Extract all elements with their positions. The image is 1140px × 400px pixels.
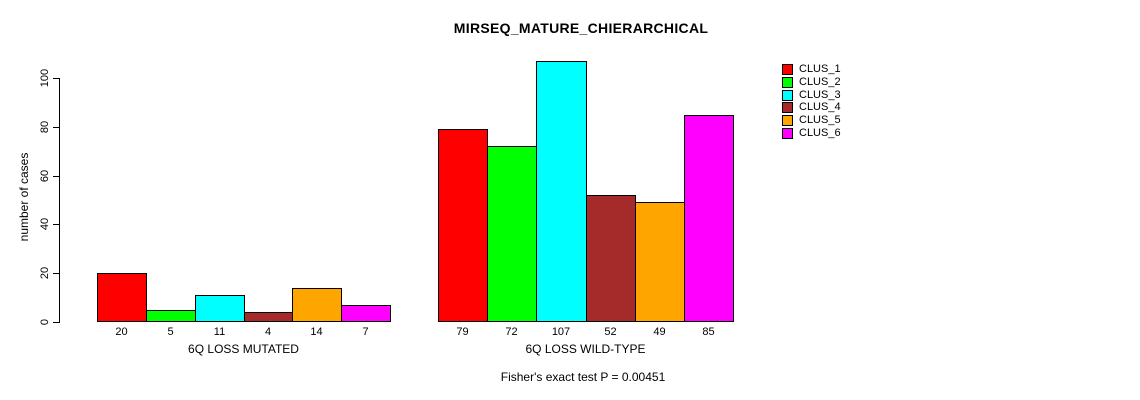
legend-swatch-clus_3 xyxy=(782,89,793,101)
bar-clus_5 xyxy=(635,202,685,322)
bar-clus_4 xyxy=(586,195,636,322)
bar-value-label: 107 xyxy=(551,326,571,338)
bar-value-label: 20 xyxy=(115,326,128,338)
legend-row: CLUS_1 xyxy=(782,63,841,75)
bar-clus_6 xyxy=(341,305,391,322)
bar-clus_2 xyxy=(146,310,196,322)
legend-row: CLUS_4 xyxy=(782,101,841,113)
bar-clus_2 xyxy=(487,146,537,322)
legend-row: CLUS_2 xyxy=(782,76,841,88)
y-axis-tick xyxy=(53,224,60,225)
y-axis-tick xyxy=(53,127,60,128)
y-axis-tick-label: 20 xyxy=(39,266,51,280)
bar-value-label: 79 xyxy=(456,326,469,338)
bar-value-label: 7 xyxy=(362,326,369,338)
annotation-text: Fisher's exact test P = 0.00451 xyxy=(500,370,666,384)
bar-value-label: 72 xyxy=(505,326,518,338)
bar-clus_3 xyxy=(536,61,587,322)
legend-label: CLUS_5 xyxy=(799,114,841,126)
bar-value-label: 49 xyxy=(653,326,666,338)
bar-value-label: 4 xyxy=(264,326,272,338)
legend-label: CLUS_6 xyxy=(799,127,841,139)
bar-value-label: 5 xyxy=(167,326,174,338)
legend-swatch-clus_1 xyxy=(782,63,793,75)
legend-label: CLUS_3 xyxy=(799,89,841,101)
legend-swatch-clus_4 xyxy=(782,101,793,113)
y-axis-tick xyxy=(53,176,60,177)
bar-clus_6 xyxy=(684,115,734,322)
bar-value-label: 14 xyxy=(310,326,323,338)
y-axis-tick xyxy=(53,273,60,274)
y-axis-tick xyxy=(53,78,60,79)
y-axis-tick-label: 80 xyxy=(39,120,51,134)
group-label: 6Q LOSS WILD-TYPE xyxy=(525,342,646,356)
bar-clus_4 xyxy=(244,312,293,322)
y-axis-line xyxy=(59,78,60,323)
bar-value-label: 11 xyxy=(213,326,226,338)
bar-value-label: 52 xyxy=(604,326,617,338)
group-label: 6Q LOSS MUTATED xyxy=(188,342,299,356)
bar-value-label: 85 xyxy=(702,326,715,338)
legend-row: CLUS_6 xyxy=(782,127,841,139)
legend: CLUS_1 CLUS_2 CLUS_3 CLUS_4 CLUS_5 CLUS_6 xyxy=(782,63,902,145)
legend-label: CLUS_2 xyxy=(799,76,841,88)
bar-clus_5 xyxy=(292,288,342,322)
legend-label: CLUS_1 xyxy=(799,63,841,75)
y-axis-tick-label: 0 xyxy=(39,318,51,326)
y-axis-tick-label: 100 xyxy=(39,68,51,88)
legend-swatch-clus_5 xyxy=(782,114,793,126)
y-axis-tick xyxy=(53,322,60,323)
y-axis-tick-label: 60 xyxy=(39,169,51,183)
legend-swatch-clus_2 xyxy=(782,76,793,88)
bar-clus_1 xyxy=(97,273,147,322)
chart-title: MIRSEQ_MATURE_CHIERARCHICAL xyxy=(453,20,709,36)
legend-label: CLUS_4 xyxy=(799,101,841,113)
bar-clus_1 xyxy=(438,129,488,322)
y-axis-tick-label: 40 xyxy=(39,217,51,231)
bar-clus_3 xyxy=(195,295,245,322)
legend-swatch-clus_6 xyxy=(782,127,793,139)
legend-row: CLUS_3 xyxy=(782,89,841,101)
legend-row: CLUS_5 xyxy=(782,114,841,126)
